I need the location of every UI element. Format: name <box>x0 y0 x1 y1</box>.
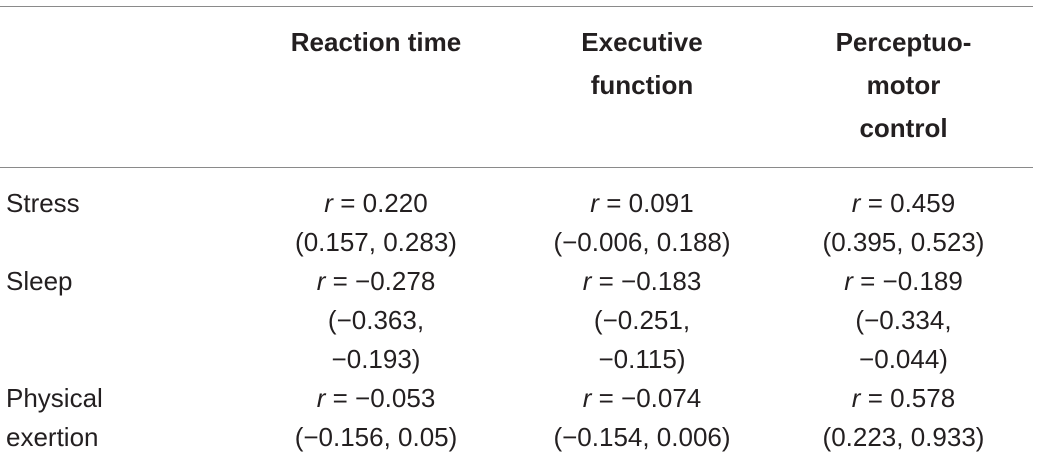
cell-stress-executive-function: r = 0.091 (−0.006, 0.188) <box>510 168 774 263</box>
header-executive-function: Executive function <box>510 7 774 168</box>
ci-line: −0.044) <box>859 344 948 374</box>
r-value: = −0.074 <box>598 383 702 413</box>
cell-sleep-reaction-time: r = −0.278 (−0.363, −0.193) <box>242 262 510 379</box>
r-symbol: r <box>590 188 599 218</box>
header-line: Reaction time <box>290 27 462 57</box>
r-symbol: r <box>851 188 861 218</box>
r-value: = −0.189 <box>860 266 963 296</box>
r-value: = 0.459 <box>867 188 956 218</box>
r-symbol: r <box>844 266 853 296</box>
row-label-stress: Stress <box>0 168 242 263</box>
cell-stress-perceptuo-motor: r = 0.459 (0.395, 0.523) <box>774 168 1033 263</box>
ci-line: (−0.006, 0.188) <box>553 227 731 257</box>
table-row-stress: Stress r = 0.220 (0.157, 0.283) r = 0.09… <box>0 168 1033 263</box>
row-label-line: Physical <box>6 383 103 413</box>
header-reaction-time: Reaction time <box>242 7 510 168</box>
ci-line: (−0.156, 0.05) <box>294 422 458 452</box>
cell-sleep-executive-function: r = −0.183 (−0.251, −0.115) <box>510 262 774 379</box>
correlation-table: Reaction time Executive function Percept… <box>0 6 1033 457</box>
r-symbol: r <box>316 266 326 296</box>
ci-line: (−0.334, <box>855 305 952 335</box>
header-line: Executive <box>581 27 703 57</box>
cell-exertion-executive-function: r = −0.074 (−0.154, 0.006) <box>510 379 774 457</box>
row-label-physical-exertion: Physical exertion <box>0 379 242 457</box>
r-symbol: r <box>582 383 592 413</box>
header-perceptuo-motor-control: Perceptuo- motor control <box>774 7 1033 168</box>
header-line: control <box>859 113 948 143</box>
cell-exertion-reaction-time: r = −0.053 (−0.156, 0.05) <box>242 379 510 457</box>
r-symbol: r <box>316 383 326 413</box>
r-value: = −0.183 <box>598 266 702 296</box>
r-value: = −0.053 <box>332 383 436 413</box>
table-row-physical-exertion: Physical exertion r = −0.053 (−0.156, 0.… <box>0 379 1033 457</box>
ci-line: (0.223, 0.933) <box>822 422 985 452</box>
row-label-sleep: Sleep <box>0 262 242 379</box>
header-row: Reaction time Executive function Percept… <box>0 6 1033 168</box>
r-value: = −0.278 <box>332 266 436 296</box>
r-symbol: r <box>851 383 861 413</box>
row-label-line: Stress <box>6 188 80 218</box>
ci-line: (0.157, 0.283) <box>295 227 457 257</box>
ci-line: (−0.363, <box>327 305 425 335</box>
header-line: motor <box>866 70 941 100</box>
r-value: = 0.578 <box>867 383 956 413</box>
ci-line: −0.115) <box>598 344 686 374</box>
r-value: = 0.091 <box>606 188 694 218</box>
row-label-line: Sleep <box>6 266 73 296</box>
ci-line: (0.395, 0.523) <box>822 227 985 257</box>
header-line: Perceptuo- <box>835 27 972 57</box>
cell-stress-reaction-time: r = 0.220 (0.157, 0.283) <box>242 168 510 263</box>
row-label-line: exertion <box>6 422 99 452</box>
cell-sleep-perceptuo-motor: r = −0.189 (−0.334, −0.044) <box>774 262 1033 379</box>
r-symbol: r <box>324 188 333 218</box>
header-line: function <box>590 70 694 100</box>
r-symbol: r <box>582 266 592 296</box>
cell-exertion-perceptuo-motor: r = 0.578 (0.223, 0.933) <box>774 379 1033 457</box>
r-value: = 0.220 <box>340 188 428 218</box>
ci-line: −0.193) <box>331 344 421 374</box>
ci-line: (−0.251, <box>593 305 691 335</box>
header-corner-cell <box>0 7 242 168</box>
ci-line: (−0.154, 0.006) <box>553 422 731 452</box>
table-row-sleep: Sleep r = −0.278 (−0.363, −0.193) r = −0… <box>0 262 1033 379</box>
